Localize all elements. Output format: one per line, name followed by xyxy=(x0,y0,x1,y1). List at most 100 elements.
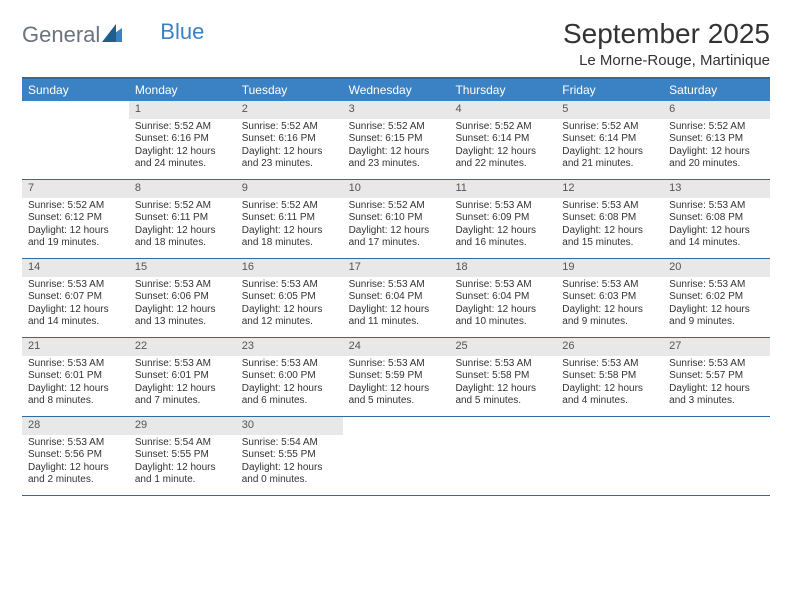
day-body: Sunrise: 5:52 AMSunset: 6:11 PMDaylight:… xyxy=(129,198,236,254)
daylight-text: Daylight: 12 hours and 16 minutes. xyxy=(455,225,550,250)
week-row: 14Sunrise: 5:53 AMSunset: 6:07 PMDayligh… xyxy=(22,259,770,338)
day-number: 20 xyxy=(663,259,770,277)
sunrise-text: Sunrise: 5:53 AM xyxy=(455,279,550,292)
daylight-text: Daylight: 12 hours and 20 minutes. xyxy=(669,146,764,171)
dow-cell: Monday xyxy=(129,79,236,101)
daylight-text: Daylight: 12 hours and 14 minutes. xyxy=(28,304,123,329)
daylight-text: Daylight: 12 hours and 2 minutes. xyxy=(28,462,123,487)
sunrise-text: Sunrise: 5:53 AM xyxy=(562,200,657,213)
day-number xyxy=(343,417,450,421)
day-body: Sunrise: 5:52 AMSunset: 6:11 PMDaylight:… xyxy=(236,198,343,254)
day-cell: 1Sunrise: 5:52 AMSunset: 6:16 PMDaylight… xyxy=(129,101,236,179)
day-body: Sunrise: 5:53 AMSunset: 6:00 PMDaylight:… xyxy=(236,356,343,412)
daylight-text: Daylight: 12 hours and 17 minutes. xyxy=(349,225,444,250)
daylight-text: Daylight: 12 hours and 18 minutes. xyxy=(242,225,337,250)
logo-text-general: General xyxy=(22,22,100,48)
daylight-text: Daylight: 12 hours and 14 minutes. xyxy=(669,225,764,250)
sunset-text: Sunset: 6:11 PM xyxy=(135,212,230,225)
day-body: Sunrise: 5:52 AMSunset: 6:16 PMDaylight:… xyxy=(129,119,236,175)
sunset-text: Sunset: 6:13 PM xyxy=(669,133,764,146)
sunrise-text: Sunrise: 5:53 AM xyxy=(135,279,230,292)
day-number: 4 xyxy=(449,101,556,119)
daylight-text: Daylight: 12 hours and 9 minutes. xyxy=(669,304,764,329)
dow-cell: Sunday xyxy=(22,79,129,101)
sunrise-text: Sunrise: 5:53 AM xyxy=(455,358,550,371)
sunset-text: Sunset: 5:57 PM xyxy=(669,370,764,383)
sunrise-text: Sunrise: 5:52 AM xyxy=(135,121,230,134)
day-number: 23 xyxy=(236,338,343,356)
sunrise-text: Sunrise: 5:53 AM xyxy=(242,358,337,371)
sunset-text: Sunset: 6:03 PM xyxy=(562,291,657,304)
daylight-text: Daylight: 12 hours and 24 minutes. xyxy=(135,146,230,171)
day-number: 9 xyxy=(236,180,343,198)
daylight-text: Daylight: 12 hours and 11 minutes. xyxy=(349,304,444,329)
day-number: 21 xyxy=(22,338,129,356)
day-cell: 24Sunrise: 5:53 AMSunset: 5:59 PMDayligh… xyxy=(343,338,450,416)
day-number: 1 xyxy=(129,101,236,119)
daylight-text: Daylight: 12 hours and 4 minutes. xyxy=(562,383,657,408)
logo-text-blue: Blue xyxy=(160,19,204,45)
day-cell: 7Sunrise: 5:52 AMSunset: 6:12 PMDaylight… xyxy=(22,180,129,258)
day-number: 7 xyxy=(22,180,129,198)
sunrise-text: Sunrise: 5:53 AM xyxy=(349,279,444,292)
day-cell xyxy=(343,417,450,495)
sunset-text: Sunset: 5:59 PM xyxy=(349,370,444,383)
logo: General Blue xyxy=(22,18,204,48)
day-cell: 30Sunrise: 5:54 AMSunset: 5:55 PMDayligh… xyxy=(236,417,343,495)
day-body: Sunrise: 5:53 AMSunset: 6:02 PMDaylight:… xyxy=(663,277,770,333)
day-number: 12 xyxy=(556,180,663,198)
sunrise-text: Sunrise: 5:52 AM xyxy=(242,121,337,134)
sunrise-text: Sunrise: 5:52 AM xyxy=(349,200,444,213)
sunset-text: Sunset: 5:58 PM xyxy=(562,370,657,383)
day-body: Sunrise: 5:52 AMSunset: 6:14 PMDaylight:… xyxy=(449,119,556,175)
day-body: Sunrise: 5:53 AMSunset: 6:01 PMDaylight:… xyxy=(129,356,236,412)
day-cell: 25Sunrise: 5:53 AMSunset: 5:58 PMDayligh… xyxy=(449,338,556,416)
sunrise-text: Sunrise: 5:52 AM xyxy=(242,200,337,213)
sunset-text: Sunset: 6:04 PM xyxy=(455,291,550,304)
day-cell: 28Sunrise: 5:53 AMSunset: 5:56 PMDayligh… xyxy=(22,417,129,495)
sunrise-text: Sunrise: 5:53 AM xyxy=(28,279,123,292)
day-body: Sunrise: 5:53 AMSunset: 6:09 PMDaylight:… xyxy=(449,198,556,254)
logo-mark-icon xyxy=(102,22,122,48)
day-cell: 14Sunrise: 5:53 AMSunset: 6:07 PMDayligh… xyxy=(22,259,129,337)
day-cell: 5Sunrise: 5:52 AMSunset: 6:14 PMDaylight… xyxy=(556,101,663,179)
day-number xyxy=(556,417,663,421)
sunset-text: Sunset: 6:16 PM xyxy=(242,133,337,146)
daylight-text: Daylight: 12 hours and 7 minutes. xyxy=(135,383,230,408)
sunset-text: Sunset: 6:04 PM xyxy=(349,291,444,304)
day-cell: 6Sunrise: 5:52 AMSunset: 6:13 PMDaylight… xyxy=(663,101,770,179)
sunrise-text: Sunrise: 5:53 AM xyxy=(28,358,123,371)
calendar: SundayMondayTuesdayWednesdayThursdayFrid… xyxy=(22,77,770,496)
day-cell: 18Sunrise: 5:53 AMSunset: 6:04 PMDayligh… xyxy=(449,259,556,337)
dow-cell: Wednesday xyxy=(343,79,450,101)
day-number: 29 xyxy=(129,417,236,435)
day-number: 11 xyxy=(449,180,556,198)
daylight-text: Daylight: 12 hours and 1 minute. xyxy=(135,462,230,487)
day-cell xyxy=(22,101,129,179)
day-number: 18 xyxy=(449,259,556,277)
sunrise-text: Sunrise: 5:52 AM xyxy=(135,200,230,213)
day-number: 24 xyxy=(343,338,450,356)
sunset-text: Sunset: 6:14 PM xyxy=(562,133,657,146)
day-body: Sunrise: 5:53 AMSunset: 6:05 PMDaylight:… xyxy=(236,277,343,333)
day-number xyxy=(449,417,556,421)
daylight-text: Daylight: 12 hours and 19 minutes. xyxy=(28,225,123,250)
sunrise-text: Sunrise: 5:53 AM xyxy=(669,200,764,213)
day-cell: 19Sunrise: 5:53 AMSunset: 6:03 PMDayligh… xyxy=(556,259,663,337)
sunset-text: Sunset: 6:11 PM xyxy=(242,212,337,225)
day-body: Sunrise: 5:52 AMSunset: 6:15 PMDaylight:… xyxy=(343,119,450,175)
day-number: 19 xyxy=(556,259,663,277)
day-body: Sunrise: 5:53 AMSunset: 6:04 PMDaylight:… xyxy=(343,277,450,333)
day-cell: 11Sunrise: 5:53 AMSunset: 6:09 PMDayligh… xyxy=(449,180,556,258)
day-cell: 17Sunrise: 5:53 AMSunset: 6:04 PMDayligh… xyxy=(343,259,450,337)
dow-cell: Tuesday xyxy=(236,79,343,101)
month-title: September 2025 xyxy=(563,18,770,50)
page: General Blue September 2025 Le Morne-Rou… xyxy=(0,0,792,514)
day-number: 28 xyxy=(22,417,129,435)
day-cell: 8Sunrise: 5:52 AMSunset: 6:11 PMDaylight… xyxy=(129,180,236,258)
sunrise-text: Sunrise: 5:53 AM xyxy=(669,279,764,292)
sunset-text: Sunset: 5:56 PM xyxy=(28,449,123,462)
daylight-text: Daylight: 12 hours and 15 minutes. xyxy=(562,225,657,250)
day-body: Sunrise: 5:53 AMSunset: 6:07 PMDaylight:… xyxy=(22,277,129,333)
sunrise-text: Sunrise: 5:53 AM xyxy=(135,358,230,371)
